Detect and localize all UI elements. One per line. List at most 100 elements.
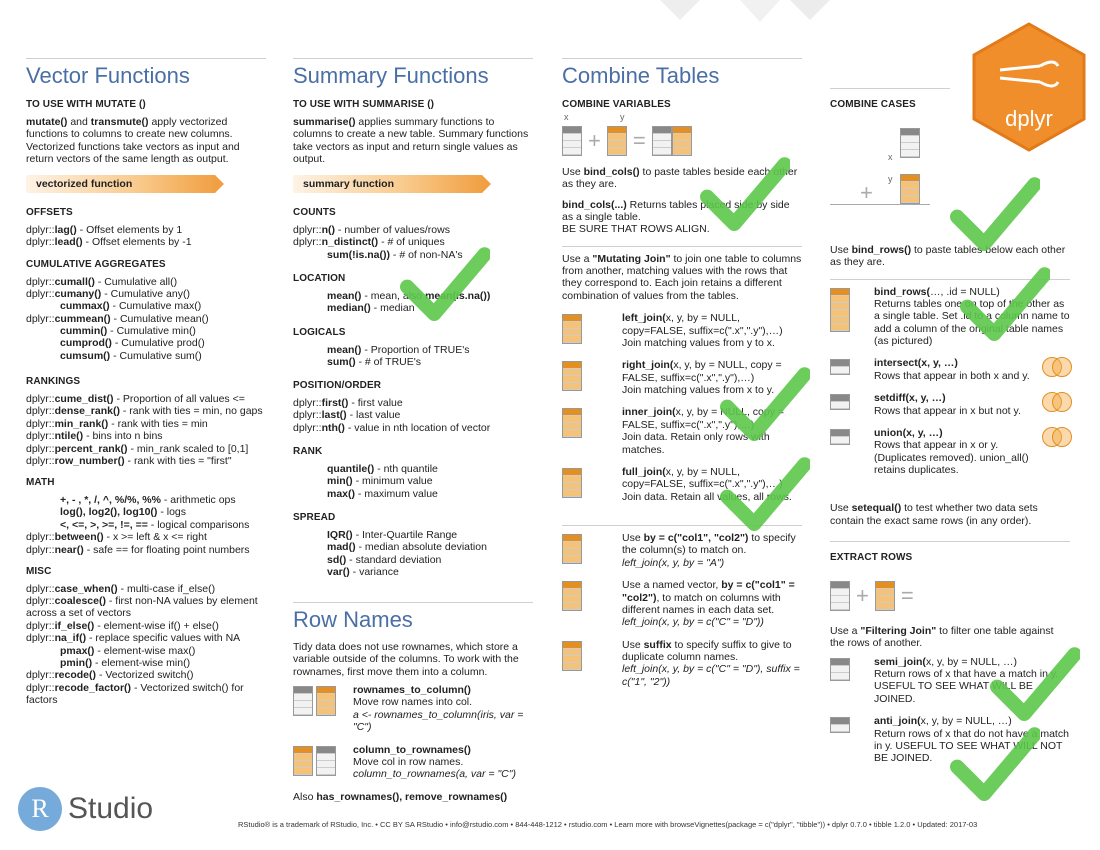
function-line: dplyr::cume_dist() - Proportion of all v… xyxy=(26,393,245,406)
math-list: +, - , *, /, ^, %/%, %% - arithmetic ops… xyxy=(26,494,266,556)
function-line: max() - maximum value xyxy=(327,487,438,500)
misc-list: dplyr::case_when() - multi-case if_else(… xyxy=(26,583,266,707)
table-icon xyxy=(562,406,614,456)
section-rule xyxy=(830,278,1070,280)
section-rule xyxy=(293,602,533,603)
by-columns-item: Use by = c("col1", "col2") to specify th… xyxy=(562,532,802,569)
function-line: dplyr::row_number() - rank with ties = "… xyxy=(26,454,232,467)
combine-cases-heading: COMBINE CASES xyxy=(830,99,916,110)
group-heading: POSITION/ORDER xyxy=(293,380,382,392)
function-line: dplyr::nth() - value in nth location of … xyxy=(293,421,491,434)
function-line: dplyr::cummean() - Cumulative mean() xyxy=(26,312,209,325)
function-line: dplyr::if_else() - element-wise if() + e… xyxy=(26,619,219,632)
offsets-list: dplyr::lag() - Offset elements by 1 dplyr… xyxy=(26,224,266,249)
also-text: Also has_rownames(), remove_rownames() xyxy=(293,790,508,803)
pliers-icon xyxy=(999,60,1060,88)
function-line: mean() - Proportion of TRUE's xyxy=(327,343,470,356)
check-icon xyxy=(960,260,1052,350)
section-rule xyxy=(562,525,802,526)
group-heading: RANK xyxy=(293,446,323,458)
function-line: pmax() - element-wise max() xyxy=(60,644,196,657)
rankings-list: dplyr::cume_dist() - Proportion of all v… xyxy=(26,393,266,467)
group-heading: RANKINGS xyxy=(26,376,81,388)
intro-text: summarise() applies summary functions to… xyxy=(293,115,529,165)
group-heading: OFFSETS xyxy=(26,207,73,219)
function-line: quantile() - nth quantile xyxy=(327,462,438,475)
section-subtitle: TO USE WITH SUMMARISE () xyxy=(293,98,435,110)
group-heading: LOCATION xyxy=(293,273,346,285)
footer-text: RStudio® is a trademark of RStudio, Inc.… xyxy=(238,820,978,829)
function-line: sd() - standard deviation xyxy=(327,553,442,566)
group-heading: LOGICALS xyxy=(293,326,346,338)
function-line: dplyr::na_if() - replace specific values… xyxy=(26,632,241,645)
combine-tables-section: Combine Tables COMBINE VARIABLES x y + = … xyxy=(562,58,802,698)
function-line: mad() - median absolute deviation xyxy=(327,541,487,554)
table-icon xyxy=(562,466,614,503)
summary-functions-section: Summary Functions TO USE WITH SUMMARISE … xyxy=(293,58,533,578)
function-line: IQR() - Inter-Quartile Range xyxy=(327,528,458,541)
table-icon xyxy=(830,656,866,706)
table-icon xyxy=(293,684,345,734)
table-icon xyxy=(830,427,866,477)
filtering-join-text: Use a "Filtering Join" to filter one tab… xyxy=(830,624,1054,650)
table-icon xyxy=(562,312,614,349)
function-line: dplyr::lead() - Offset elements by -1 xyxy=(26,236,192,249)
table-icon xyxy=(293,744,345,781)
check-icon xyxy=(950,170,1042,260)
section-subtitle: TO USE WITH MUTATE () xyxy=(26,98,146,110)
check-icon xyxy=(400,240,492,330)
extract-rows-diagram: + = xyxy=(830,569,1070,611)
function-line: log(), log2(), log10() - logs xyxy=(60,506,186,519)
position-list: dplyr::first() - first value dplyr::last(… xyxy=(293,397,533,434)
section-title: Vector Functions xyxy=(26,63,190,88)
function-line: cumprod() - Cumulative prod() xyxy=(60,337,205,350)
bind-cols-text: Use bind_cols() to paste tables beside e… xyxy=(562,165,798,191)
logicals-list: mean() - Proportion of TRUE's sum() - # o… xyxy=(293,344,533,369)
function-line: dplyr::recode() - Vectorized switch() xyxy=(26,669,194,682)
function-line: dplyr::lag() - Offset elements by 1 xyxy=(26,224,183,237)
check-icon xyxy=(990,640,1082,730)
rstudio-logo: R Studio xyxy=(18,787,153,831)
function-line: dplyr::case_when() - multi-case if_else(… xyxy=(26,582,216,595)
row-names-section: Row Names Tidy data does not use rowname… xyxy=(293,602,533,808)
venn-icon xyxy=(1042,357,1072,378)
column-to-rownames-item: column_to_rownames() Move col in row name… xyxy=(293,744,533,781)
intro-text: mutate() and transmute() apply vectorize… xyxy=(26,115,240,165)
vector-functions-section: Vector Functions TO USE WITH MUTATE () m… xyxy=(26,58,266,706)
check-icon xyxy=(720,360,812,450)
function-line: sum(!is.na()) - # of non-NA's xyxy=(327,248,463,261)
function-line: sum() - # of TRUE's xyxy=(327,355,422,368)
function-line: cummin() - Cumulative min() xyxy=(60,325,196,338)
combine-cases-section: COMBINE CASES x y + Use bind_rows() to p… xyxy=(830,88,1072,775)
corner-decoration xyxy=(660,0,830,22)
table-icon xyxy=(830,357,866,382)
table-icon xyxy=(830,715,866,765)
function-line: cumsum() - Cumulative sum() xyxy=(60,349,202,362)
function-line: dplyr::coalesce() - first non-NA values … xyxy=(26,595,258,620)
join-item: right_join(x, y, by = NULL, copy = FALSE… xyxy=(562,359,802,396)
join-item: full_join(x, y, by = NULL, copy=FALSE, s… xyxy=(562,466,802,503)
function-line: dplyr::cumall() - Cumulative all() xyxy=(26,275,178,288)
rownames-to-column-item: rownames_to_column() Move row names into … xyxy=(293,684,533,734)
function-line: +, - , *, /, ^, %/%, %% - arithmetic ops xyxy=(60,494,236,507)
function-line: dplyr::ntile() - bins into n bins xyxy=(26,430,163,443)
joins-list: left_join(x, y, by = NULL, copy=FALSE, s… xyxy=(562,312,802,503)
by-named-vector-item: Use a named vector, by = c("col1" = "col… xyxy=(562,579,802,629)
group-heading: COUNTS xyxy=(293,207,336,219)
group-heading: CUMULATIVE AGGREGATES xyxy=(26,258,166,270)
function-line: min() - minimum value xyxy=(327,475,433,488)
table-icon xyxy=(562,359,614,396)
table-icon xyxy=(830,286,866,348)
set-op-item: setdiff(x, y, …) Rows that appear in x bu… xyxy=(830,392,1072,417)
set-op-item: union(x, y, …) Rows that appear in x or y… xyxy=(830,426,1072,477)
check-icon xyxy=(700,150,792,240)
check-icon xyxy=(950,720,1042,810)
rank-list: quantile() - nth quantile min() - minimum… xyxy=(293,463,533,500)
function-line: dplyr::dense_rank() - rank with ties = m… xyxy=(26,405,263,418)
join-item: inner_join(x, y, by = NULL, copy = FALSE… xyxy=(562,406,802,456)
function-line: pmin() - element-wise min() xyxy=(60,656,191,669)
table-icon xyxy=(562,579,614,629)
function-line: <, <=, >, >=, !=, == - logical compariso… xyxy=(60,518,250,531)
function-line: dplyr::between() - x >= left & x <= righ… xyxy=(26,531,207,544)
table-icon xyxy=(830,392,866,417)
